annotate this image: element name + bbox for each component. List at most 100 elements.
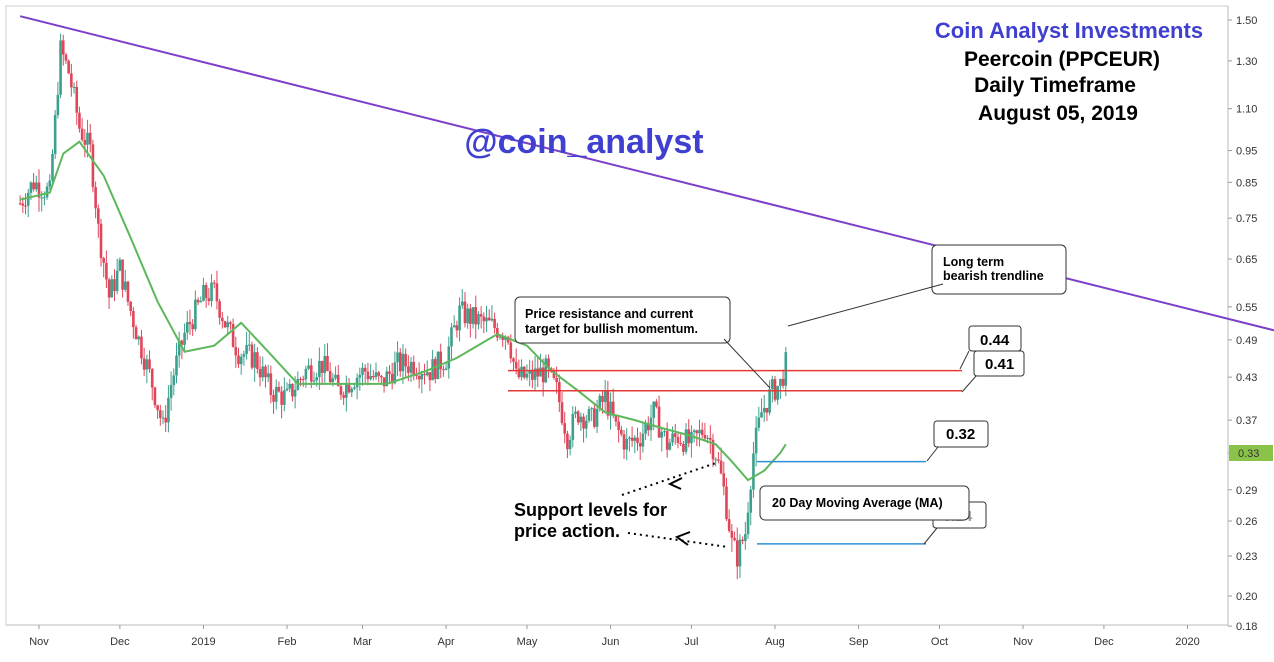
- candle-body: [455, 325, 459, 331]
- candle-body: [576, 411, 580, 423]
- candle-body: [29, 182, 33, 193]
- candle-body: [237, 355, 240, 365]
- x-tick-label: Oct: [931, 636, 948, 648]
- level-pointer-024: [923, 527, 938, 545]
- candle-body: [97, 208, 100, 224]
- candle-body: [118, 259, 122, 271]
- candle-body: [463, 301, 467, 324]
- candle-body: [498, 336, 502, 338]
- candle-body: [560, 402, 564, 424]
- candle-body: [164, 417, 168, 423]
- resistance-note-line1: Price resistance and current: [525, 307, 694, 321]
- candle-body: [706, 437, 709, 439]
- y-tick-label: 0.37: [1236, 415, 1257, 427]
- candle-body: [746, 512, 750, 535]
- candle-body: [776, 385, 779, 400]
- candle-body: [409, 361, 413, 373]
- current-price-label: 0.33: [1238, 448, 1259, 460]
- candle-body: [115, 270, 119, 291]
- candle-body: [24, 205, 27, 207]
- level-box-032: [933, 420, 989, 448]
- candle-body: [172, 375, 176, 385]
- candle-body: [369, 375, 372, 380]
- level-label-044: 0.44: [980, 332, 1010, 349]
- candle-body: [88, 132, 92, 145]
- candle-body: [754, 427, 758, 454]
- candle-body: [571, 413, 575, 440]
- candle-body: [177, 340, 181, 356]
- candle-body: [563, 423, 567, 434]
- candle-body: [226, 322, 230, 328]
- candle-body: [277, 386, 281, 392]
- candle-body: [558, 382, 561, 403]
- candle-body: [531, 369, 534, 380]
- candle-body: [113, 279, 116, 291]
- candle-body: [509, 342, 513, 359]
- moving-average-line: [19, 140, 787, 482]
- candle-body: [266, 373, 270, 378]
- candle-body: [323, 355, 327, 373]
- candle-body: [442, 369, 445, 371]
- candle-body: [566, 433, 569, 450]
- candle-body: [318, 360, 321, 378]
- candle-body: [525, 373, 529, 378]
- candle-body: [140, 336, 143, 359]
- candle-body: [339, 386, 343, 396]
- candle-body: [80, 128, 84, 140]
- candle-body: [625, 438, 629, 450]
- candle-body: [355, 377, 359, 388]
- y-tick-label: 0.18: [1236, 621, 1257, 633]
- candle-body: [733, 537, 736, 541]
- candle-body: [466, 308, 469, 324]
- candle-body: [207, 298, 211, 302]
- candlesticks: [18, 33, 788, 580]
- support-arrowhead-lower: [674, 531, 691, 546]
- candle-body: [636, 437, 639, 444]
- x-tick-label: Mar: [353, 636, 372, 648]
- candle-body: [304, 368, 308, 380]
- x-axis: Nov Dec 2019 Feb Mar Apr May Jun Jul Aug Sep Oct Nov…: [29, 625, 1200, 648]
- candle-body: [496, 328, 499, 338]
- candle-body: [32, 182, 35, 190]
- candle-body: [479, 314, 483, 317]
- candle-body: [749, 489, 753, 513]
- x-tick-label: Aug: [765, 636, 785, 648]
- x-tick-label: 2019: [191, 636, 215, 648]
- ma-note-box: [759, 485, 970, 521]
- candle-body: [107, 279, 111, 298]
- candle-body: [72, 86, 76, 88]
- candle-body: [528, 369, 531, 374]
- candle-body: [692, 430, 696, 433]
- candle-body: [199, 300, 203, 303]
- candle-body: [75, 86, 79, 113]
- candle-body: [425, 372, 429, 376]
- level-pointer-044: [959, 350, 970, 370]
- candle-body: [78, 112, 81, 129]
- candle-body: [407, 366, 410, 373]
- candle-body: [641, 433, 645, 447]
- candle-body: [70, 73, 73, 88]
- candle-body: [779, 378, 782, 386]
- candle-body: [671, 433, 674, 443]
- candle-body: [48, 180, 52, 187]
- candle-body: [280, 391, 283, 405]
- candle-body: [684, 429, 688, 452]
- candle-body: [299, 379, 302, 381]
- candle-body: [142, 358, 146, 370]
- candle-body: [725, 486, 728, 520]
- candle-body: [714, 459, 717, 461]
- candle-body: [51, 153, 54, 181]
- candle-body: [328, 370, 332, 383]
- candle-body: [264, 366, 267, 378]
- candle-body: [477, 314, 480, 325]
- candle-body: [366, 371, 370, 380]
- level-label-041: 0.41: [985, 356, 1014, 373]
- candle-body: [191, 324, 194, 330]
- candle-body: [539, 367, 542, 377]
- x-tick-label: Dec: [110, 636, 130, 648]
- candle-body: [593, 408, 596, 427]
- candle-body: [512, 358, 515, 362]
- candle-body: [663, 431, 666, 433]
- candle-body: [698, 429, 701, 434]
